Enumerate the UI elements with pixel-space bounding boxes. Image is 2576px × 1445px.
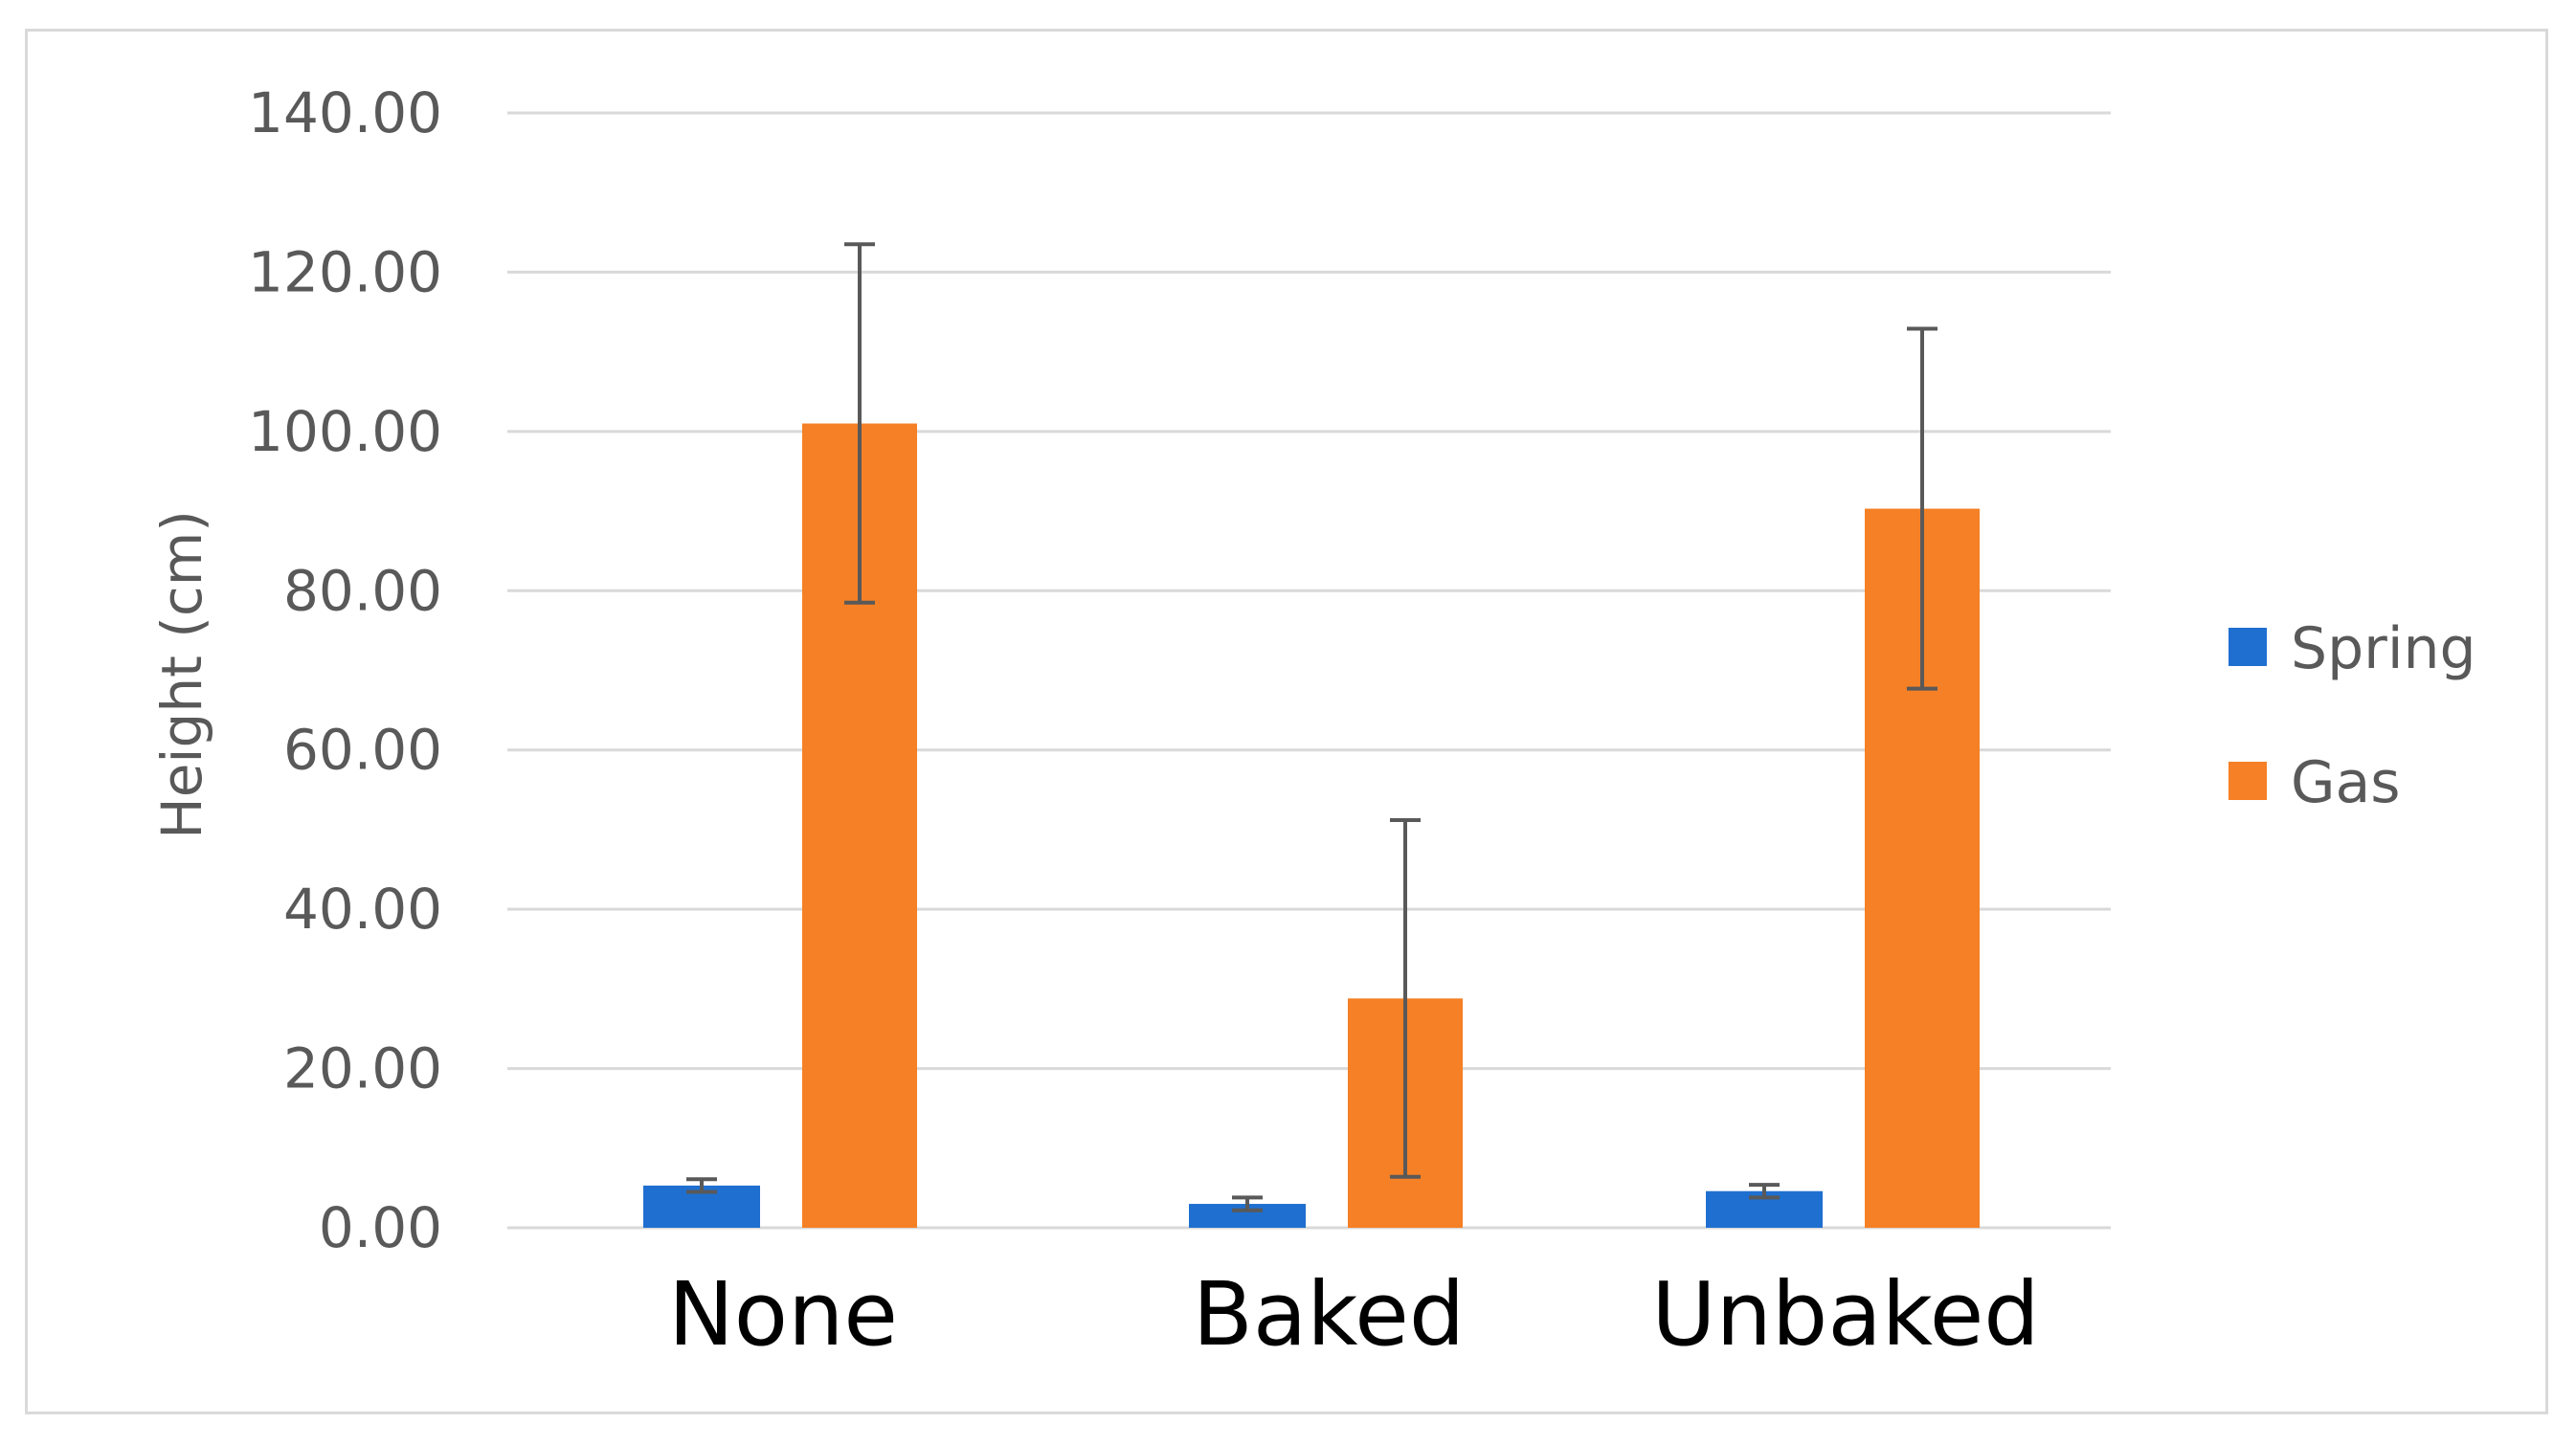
y-tick-label: 80.00 <box>283 558 442 623</box>
bars <box>643 423 1980 1228</box>
y-tick-label: 100.00 <box>248 399 442 464</box>
y-axis-ticks: 0.00 20.00 40.00 60.00 80.00 100.00 120.00 140.… <box>248 80 442 1260</box>
x-category-label: Unbaked <box>1651 1263 2039 1366</box>
legend-swatch-gas <box>2229 762 2267 800</box>
error-bars <box>686 242 1938 1212</box>
legend: Spring Gas <box>2229 615 2476 816</box>
y-tick-label: 40.00 <box>283 877 442 942</box>
legend-swatch-spring <box>2229 628 2267 666</box>
legend-label-gas: Gas <box>2291 749 2401 816</box>
x-axis-categories: None Baked Unbaked <box>668 1263 2040 1366</box>
y-tick-label: 60.00 <box>283 718 442 783</box>
y-axis-title: Height (cm) <box>149 510 214 839</box>
y-tick-label: 140.00 <box>248 80 442 145</box>
chart-frame <box>25 29 2548 1414</box>
x-category-label: Baked <box>1193 1263 1466 1366</box>
y-tick-label: 20.00 <box>283 1036 442 1101</box>
x-category-label: None <box>668 1263 898 1366</box>
y-tick-label: 0.00 <box>319 1195 442 1260</box>
legend-label-spring: Spring <box>2291 615 2476 682</box>
gridlines <box>507 111 2111 1230</box>
y-tick-label: 120.00 <box>248 239 442 304</box>
